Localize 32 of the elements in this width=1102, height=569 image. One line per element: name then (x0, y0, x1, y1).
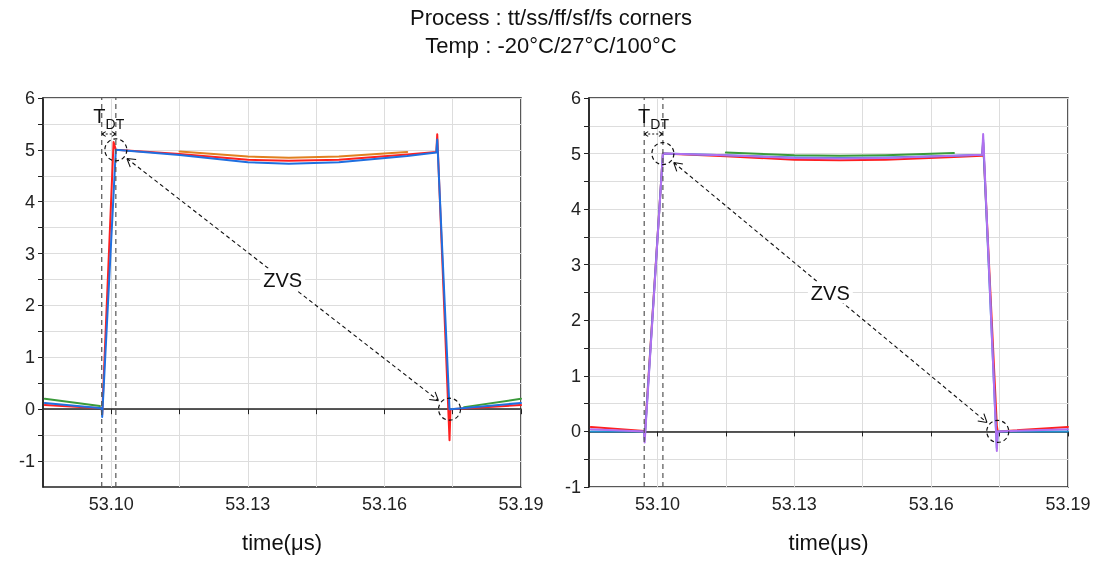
annotation: T$_{DT}$ (93, 105, 125, 132)
annotation: ZVS (810, 281, 850, 304)
y-tick-label: 2 (24, 295, 35, 316)
y-tick-label: 5 (570, 143, 581, 164)
y-tick-label: 3 (24, 243, 35, 264)
y-tick-label: 6 (570, 88, 581, 108)
y-tick-label: -1 (18, 451, 35, 472)
x-tick-label: 53.10 (88, 494, 134, 514)
chart-title: Process : tt/ss/ff/sf/fs corners (409, 4, 693, 32)
x-tick-label: 53.19 (1045, 494, 1091, 514)
annotation: T$_{DT}$ (638, 105, 670, 132)
y-tick-label: 1 (570, 365, 581, 386)
x-tick-label: 53.16 (361, 494, 407, 514)
y-tick-label: 4 (24, 191, 35, 212)
y-tick-label: 5 (24, 139, 35, 160)
y-tick-label: 0 (24, 399, 35, 420)
x-tick-label: 53.16 (908, 494, 954, 514)
y-tick-label: 1 (24, 347, 35, 368)
x-tick-label: 53.19 (498, 494, 544, 514)
x-axis-title: time(μs) (242, 529, 322, 555)
x-tick-label: 53.13 (771, 494, 817, 514)
x-axis-title: time(μs) (788, 529, 869, 555)
y-tick-label: 4 (570, 199, 581, 220)
y-tick-label: 6 (24, 88, 35, 108)
chart-subtitle: Temp : -20°C/27°C/100°C (424, 32, 678, 60)
y-tick-label: -1 (564, 477, 581, 497)
x-tick-label: 53.13 (225, 494, 271, 514)
annotation: ZVS (263, 268, 303, 291)
y-tick-label: 0 (570, 421, 581, 442)
y-tick-label: 2 (570, 310, 581, 331)
x-tick-label: 53.10 (634, 494, 680, 514)
y-tick-label: 3 (570, 254, 581, 275)
